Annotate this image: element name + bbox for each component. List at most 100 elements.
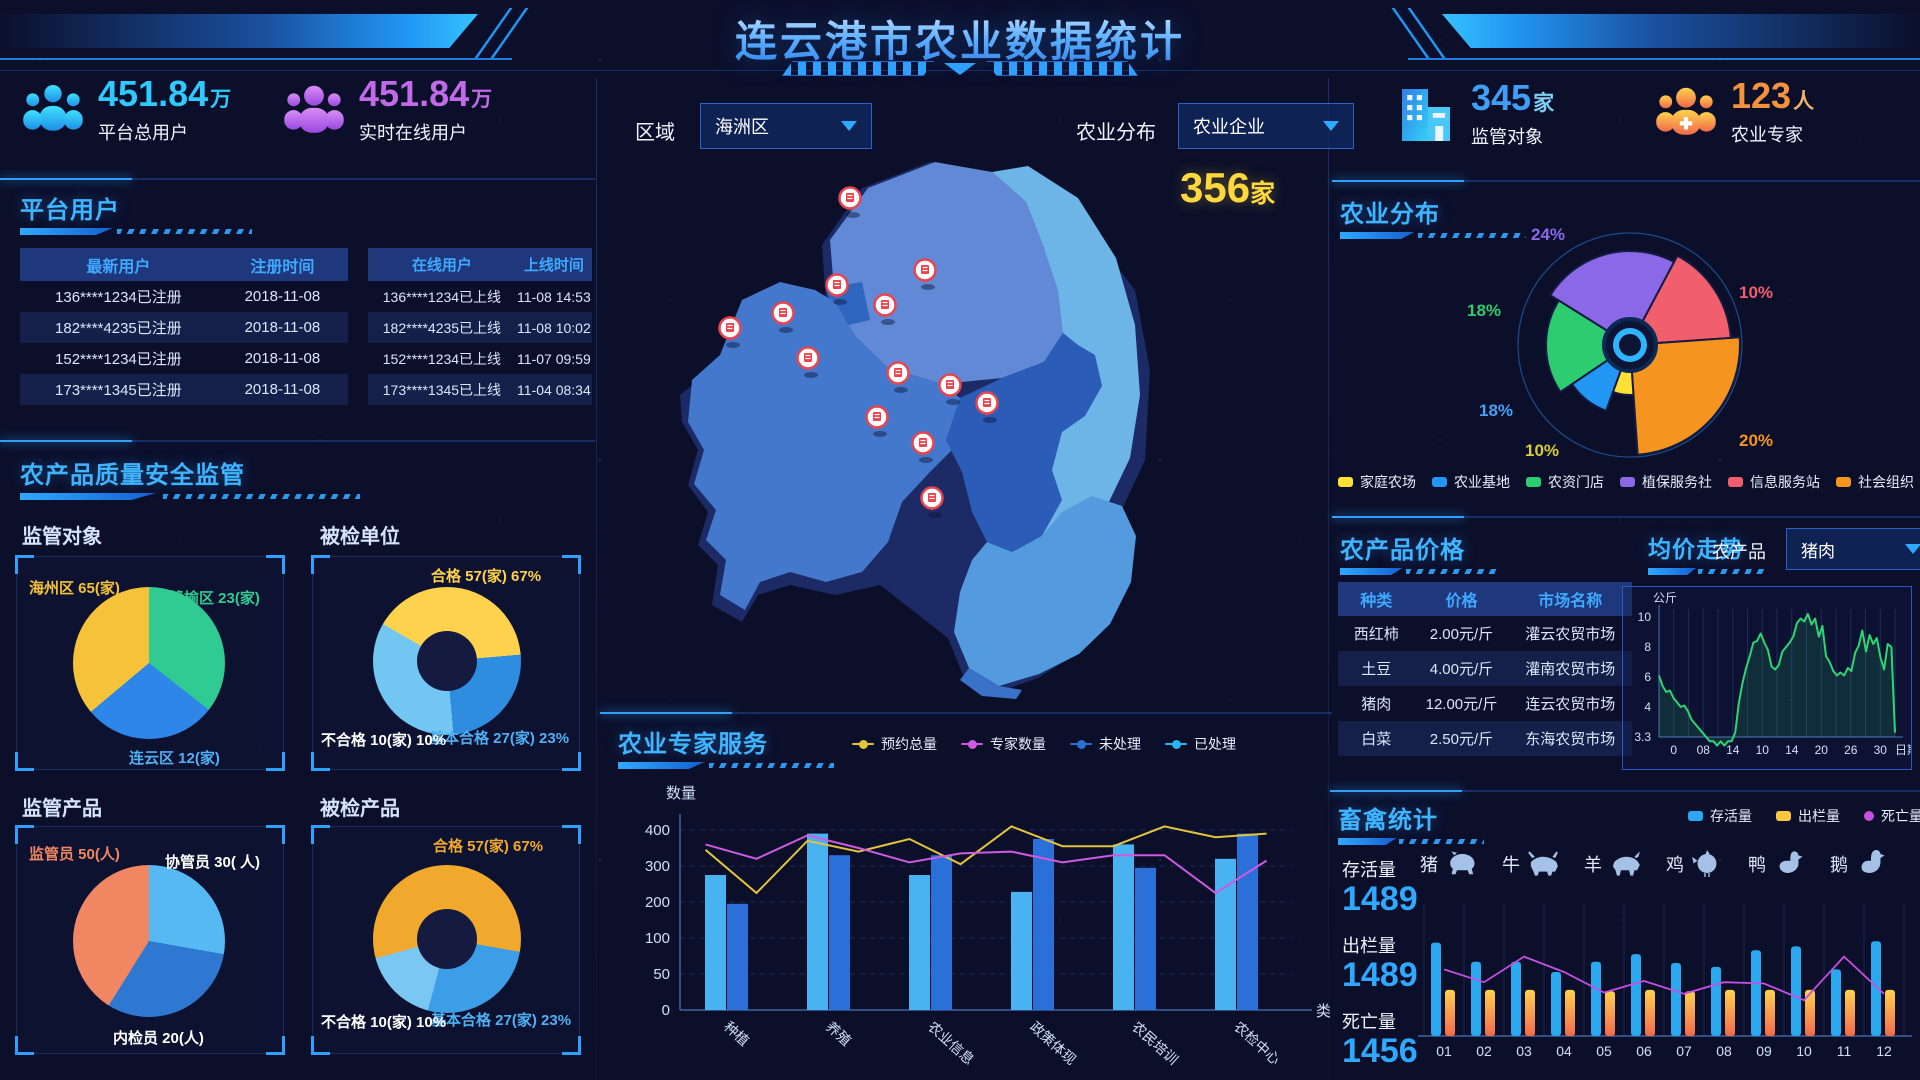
legend-item[interactable]: 出栏量 [1776, 806, 1840, 826]
online-table: 在线用户 上线时间 136****1234已上线 11-08 14:53 182****… [368, 248, 592, 405]
map-pin[interactable] [938, 373, 962, 406]
region-dropdown[interactable]: 海洲区 [700, 103, 872, 149]
map-pin[interactable] [873, 293, 897, 326]
map-district-north[interactable] [830, 162, 1063, 384]
bar-done[interactable] [807, 833, 828, 1010]
legend-item[interactable]: 植保服务社 [1620, 472, 1712, 492]
rose-slice[interactable] [1548, 250, 1676, 347]
bar-alive[interactable] [1711, 966, 1721, 1036]
legend-marker [1836, 477, 1851, 487]
table-cell: 最新用户 [86, 258, 151, 276]
svg-text:10: 10 [1638, 610, 1652, 624]
legend-item[interactable]: 农资门店 [1526, 472, 1604, 492]
bar-alive[interactable] [1791, 946, 1801, 1036]
bar-out[interactable] [1565, 989, 1575, 1036]
map-pin[interactable] [913, 258, 937, 291]
map-pin[interactable] [886, 361, 910, 394]
bar-done[interactable] [1113, 844, 1134, 1010]
bar-alive[interactable] [1671, 963, 1681, 1036]
bar-alive[interactable] [1551, 972, 1561, 1036]
bar-out[interactable] [1525, 989, 1535, 1036]
map-pin[interactable] [920, 486, 944, 519]
map-district-south[interactable] [960, 668, 1022, 699]
legend-item[interactable]: 农业基地 [1432, 472, 1510, 492]
legend-label: 农业基地 [1454, 474, 1510, 490]
title-underline [1340, 232, 1527, 241]
legend-item[interactable]: 预约总量 [852, 734, 937, 754]
rose-slice[interactable] [1628, 254, 1732, 347]
bar-alive[interactable] [1751, 950, 1761, 1036]
map-pin[interactable] [865, 405, 889, 438]
title-underline [1338, 838, 1484, 847]
map-pin[interactable] [718, 316, 742, 349]
map-pin[interactable] [975, 391, 999, 424]
bar-out[interactable] [1445, 989, 1455, 1036]
pie-chart[interactable] [73, 865, 225, 1017]
bar-out[interactable] [1605, 991, 1615, 1036]
bar-out[interactable] [1485, 989, 1495, 1036]
region-map[interactable] [630, 140, 1330, 700]
bar-alive[interactable] [1471, 961, 1481, 1036]
pie-chart[interactable] [73, 587, 225, 739]
bar-alive[interactable] [1831, 969, 1841, 1036]
map-pin[interactable] [838, 186, 862, 219]
bar-pending[interactable] [1033, 839, 1054, 1010]
animal-item-chicken[interactable]: 鸡 [1666, 850, 1724, 877]
animal-item-pig[interactable]: 猪 [1420, 850, 1478, 877]
rose-slice[interactable] [1628, 336, 1741, 456]
legend-item[interactable]: 家庭农场 [1338, 472, 1416, 492]
animal-item-cow[interactable]: 牛 [1502, 850, 1560, 877]
bar-alive[interactable] [1871, 941, 1881, 1036]
animal-label: 羊 [1584, 854, 1602, 875]
bar-out[interactable] [1805, 989, 1815, 1036]
rose-slice[interactable] [1545, 299, 1632, 394]
bar-out[interactable] [1685, 991, 1695, 1036]
map-pin[interactable] [825, 273, 849, 306]
bar-pending[interactable] [1237, 833, 1258, 1010]
legend-item[interactable]: 已处理 [1165, 734, 1236, 754]
section-title-livestock: 畜禽统计 [1338, 807, 1438, 834]
bar-out[interactable] [1725, 989, 1735, 1036]
legend-item[interactable]: 社会组织 [1836, 472, 1914, 492]
bar-pending[interactable] [829, 855, 850, 1010]
bar-pending[interactable] [727, 903, 748, 1010]
map-pin[interactable] [796, 346, 820, 379]
goat-icon [1612, 851, 1640, 876]
map-district-southeast[interactable] [954, 496, 1136, 686]
table-cell: 11-07 09:59 [517, 350, 591, 367]
bar-out[interactable] [1885, 989, 1895, 1036]
price-table: 种类 价格 市场名称 西红柿 2.00元/斤 灌云农贸市场 土豆 4.00元/斤 灌南农贸市场猪… [1338, 582, 1632, 756]
animal-item-goat[interactable]: 羊 [1584, 850, 1642, 877]
bar-out[interactable] [1645, 989, 1655, 1036]
bar-done[interactable] [909, 875, 930, 1010]
bar-done[interactable] [1011, 891, 1032, 1010]
bar-alive[interactable] [1591, 961, 1601, 1036]
legend-item[interactable]: 死亡量 [1864, 806, 1920, 826]
distribution-dropdown[interactable]: 农业企业 [1178, 103, 1354, 149]
bar-pending[interactable] [1135, 867, 1156, 1010]
bar-out[interactable] [1845, 989, 1855, 1036]
legend-item[interactable]: 专家数量 [961, 734, 1046, 754]
bar-alive[interactable] [1511, 961, 1521, 1036]
legend-item[interactable]: 未处理 [1070, 734, 1141, 754]
animal-item-goose[interactable]: 鹅 [1830, 850, 1888, 877]
bar-out[interactable] [1765, 989, 1775, 1036]
bar-done[interactable] [705, 875, 726, 1010]
svg-text:50: 50 [653, 966, 670, 983]
chevron-down-icon [1323, 121, 1339, 131]
legend-item[interactable]: 信息服务站 [1728, 472, 1820, 492]
bar-pending[interactable] [931, 855, 952, 1010]
bar-alive[interactable] [1631, 954, 1641, 1036]
donut-chart[interactable] [373, 587, 521, 735]
donut-chart[interactable] [373, 865, 521, 1013]
map-district-west[interactable] [688, 282, 962, 610]
map-district-center[interactable] [946, 333, 1102, 552]
map-pin[interactable] [771, 301, 795, 334]
bar-alive[interactable] [1431, 942, 1441, 1036]
table-cell: 136****1234已注册 [55, 289, 182, 306]
product-dropdown[interactable]: 猪肉 [1786, 528, 1920, 570]
map-pin[interactable] [911, 431, 935, 464]
animal-item-duck[interactable]: 鸭 [1748, 850, 1806, 877]
legend-item[interactable]: 存活量 [1688, 806, 1752, 826]
bar-done[interactable] [1215, 858, 1236, 1010]
